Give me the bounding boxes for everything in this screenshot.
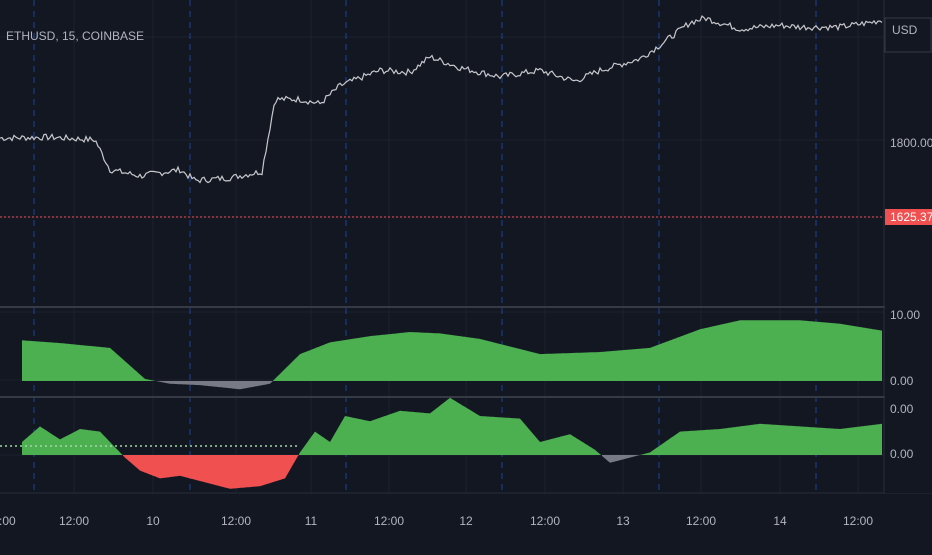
time-tick-label: 13: [616, 514, 630, 528]
price-axis[interactable]: USD 1800.00 1625.37 10.00 0.00 0.00 0.00: [884, 0, 932, 493]
time-tick-label: 1:00: [0, 514, 16, 528]
currency-label: USD: [892, 23, 918, 37]
last-price-badge: [885, 209, 932, 225]
time-tick-label: 12:00: [530, 514, 560, 528]
time-tick-label: 12:00: [374, 514, 404, 528]
session-separators: [33, 0, 817, 493]
price-pane[interactable]: ETHUSD, 15, COINBASE: [0, 15, 884, 218]
last-price-label: 1625.37: [890, 210, 932, 224]
oscillator-1-positive-area: [22, 320, 882, 381]
time-tick-label: 12:00: [686, 514, 716, 528]
oscillator-2-pane[interactable]: [0, 397, 882, 489]
oscillator-2-top-label: 0.00: [890, 402, 914, 416]
time-tick-label: 14: [773, 514, 787, 528]
price-series-line: [0, 15, 883, 184]
oscillator-1-top-label: 10.00: [890, 308, 920, 322]
oscillator-1-pane[interactable]: [22, 320, 882, 390]
price-axis-background: [885, 0, 932, 493]
currency-box: [884, 17, 932, 53]
symbol-label[interactable]: ETHUSD, 15, COINBASE: [6, 29, 144, 43]
time-tick-label: 12:00: [843, 514, 873, 528]
time-tick-label: 10: [146, 514, 160, 528]
time-tick-label: 12:00: [221, 514, 251, 528]
price-tick-label: 1800.00: [890, 136, 932, 150]
oscillator-1-zero-label: 0.00: [890, 374, 914, 388]
oscillator-2-zero-label: 0.00: [890, 447, 914, 461]
time-tick-label: 11: [305, 514, 318, 528]
time-axis[interactable]: 1:00 12:00 10 12:00 11 12:00 12 12:00 13 12:00 14 1…: [0, 514, 873, 528]
oscillator-2-negative-area: [123, 455, 299, 489]
time-tick-label: 12: [459, 514, 473, 528]
oscillator-2-neutral-area: [602, 455, 640, 463]
oscillator-1-negative-area: [156, 381, 273, 390]
time-tick-label: 12:00: [59, 514, 89, 528]
oscillator-2-positive-area: [22, 397, 882, 455]
